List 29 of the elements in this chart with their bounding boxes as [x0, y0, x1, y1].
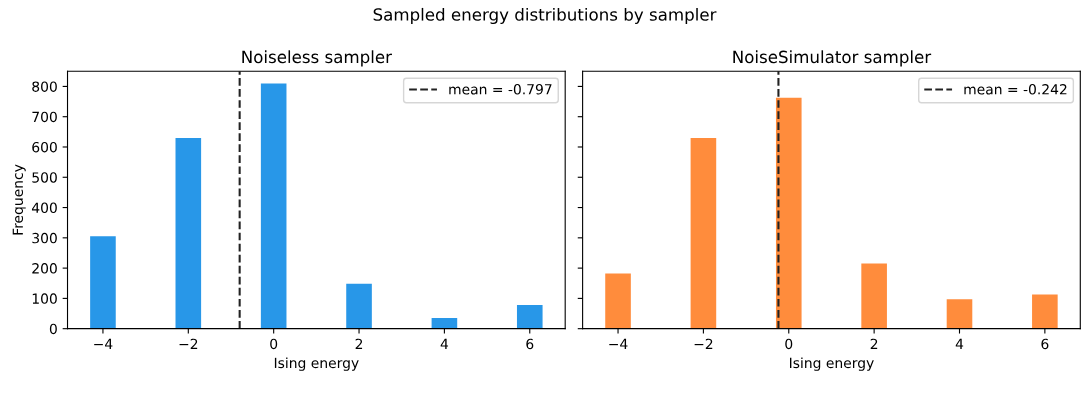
x-tick-label: 2 [355, 338, 363, 349]
y-tick-label: 300 [32, 232, 57, 244]
x-tick-label: −2 [179, 338, 198, 349]
y-tick-label: 200 [32, 263, 57, 274]
x-tick-label: 4 [955, 338, 964, 349]
x-tick-label: 2 [870, 338, 878, 349]
y-tick-label: 100 [32, 293, 57, 304]
y-tick-label: 500 [32, 172, 57, 183]
y-tick-label: 800 [32, 81, 57, 92]
x-tick-label: 0 [785, 338, 793, 350]
ref-line-label: mean = -0.242 [964, 84, 1067, 95]
x-tick-label: −4 [94, 338, 113, 349]
chart-title: Noiseless sampler [242, 50, 392, 67]
y-axis-title: Frequency [12, 164, 26, 235]
chart-title: NoiseSimulator sampler [733, 50, 932, 67]
y-tick-label: 0 [49, 323, 57, 335]
y-tick-label: 400 [31, 202, 57, 214]
x-tick-label: 0 [270, 338, 278, 350]
y-tick-label: 700 [32, 111, 57, 123]
x-tick-label: 6 [526, 338, 534, 350]
x-tick-label: −4 [609, 338, 628, 349]
x-tick-label: 4 [440, 338, 449, 349]
x-tick-label: 6 [1041, 338, 1049, 350]
ref-line-label: mean = -0.797 [449, 84, 552, 95]
x-tick-label: −2 [694, 338, 713, 349]
text: Sampled energy distributions by sampler [373, 7, 717, 25]
y-tick-label: 600 [32, 141, 57, 153]
x-axis-title: Ising energy [274, 357, 359, 371]
x-axis-title: Ising energy [790, 357, 874, 371]
